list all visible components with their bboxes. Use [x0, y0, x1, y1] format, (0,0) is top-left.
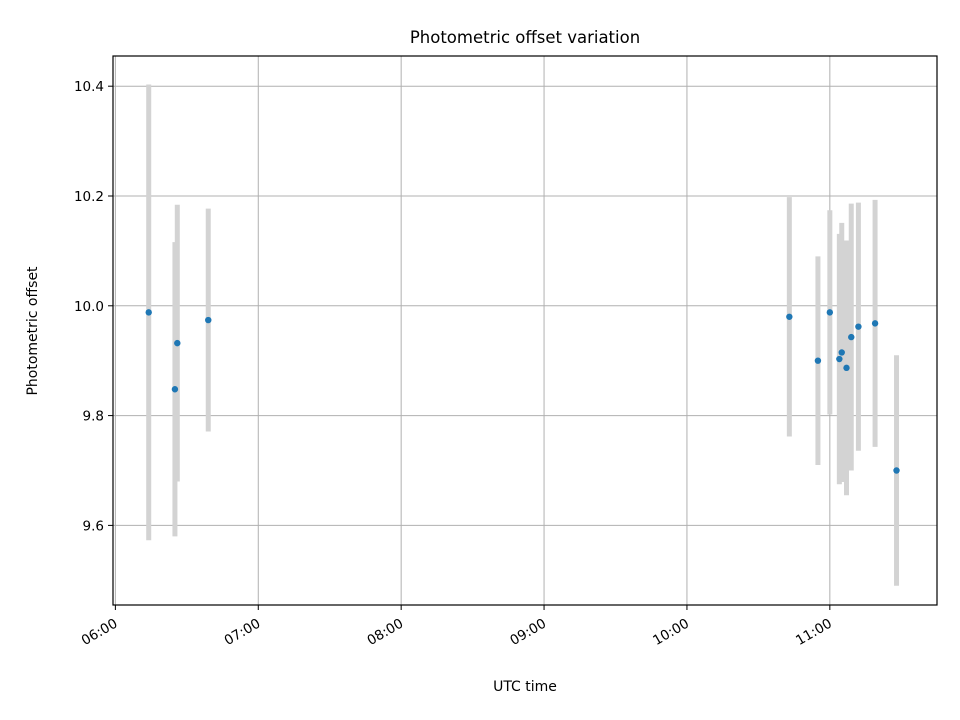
data-point: [893, 467, 900, 474]
data-points: [145, 309, 900, 474]
y-axis-title: Photometric offset: [25, 266, 41, 396]
plot-frame: [112, 55, 938, 606]
data-point: [786, 313, 793, 320]
y-tick-label: 10.2: [74, 189, 104, 205]
data-point: [145, 309, 152, 316]
data-point: [205, 316, 212, 324]
y-tick-label: 10.0: [74, 299, 104, 315]
data-point: [871, 320, 879, 327]
data-point: [855, 323, 862, 330]
data-point: [174, 339, 181, 347]
x-axis-title: UTC time: [493, 679, 557, 695]
y-tick-label: 9.6: [83, 518, 104, 534]
data-point: [838, 349, 845, 356]
data-point: [848, 333, 855, 341]
data-point: [843, 364, 850, 372]
chart-title: Photometric offset variation: [410, 28, 640, 47]
y-tick-label: 9.8: [83, 409, 104, 425]
grid: [113, 56, 937, 605]
y-axis: 9.6 9.8 10.0 10.2 10.4: [74, 79, 113, 534]
data-point: [826, 309, 834, 316]
data-point: [171, 386, 179, 393]
y-tick-label: 10.4: [74, 79, 104, 95]
data-point: [814, 357, 822, 364]
data-point: [836, 355, 843, 363]
